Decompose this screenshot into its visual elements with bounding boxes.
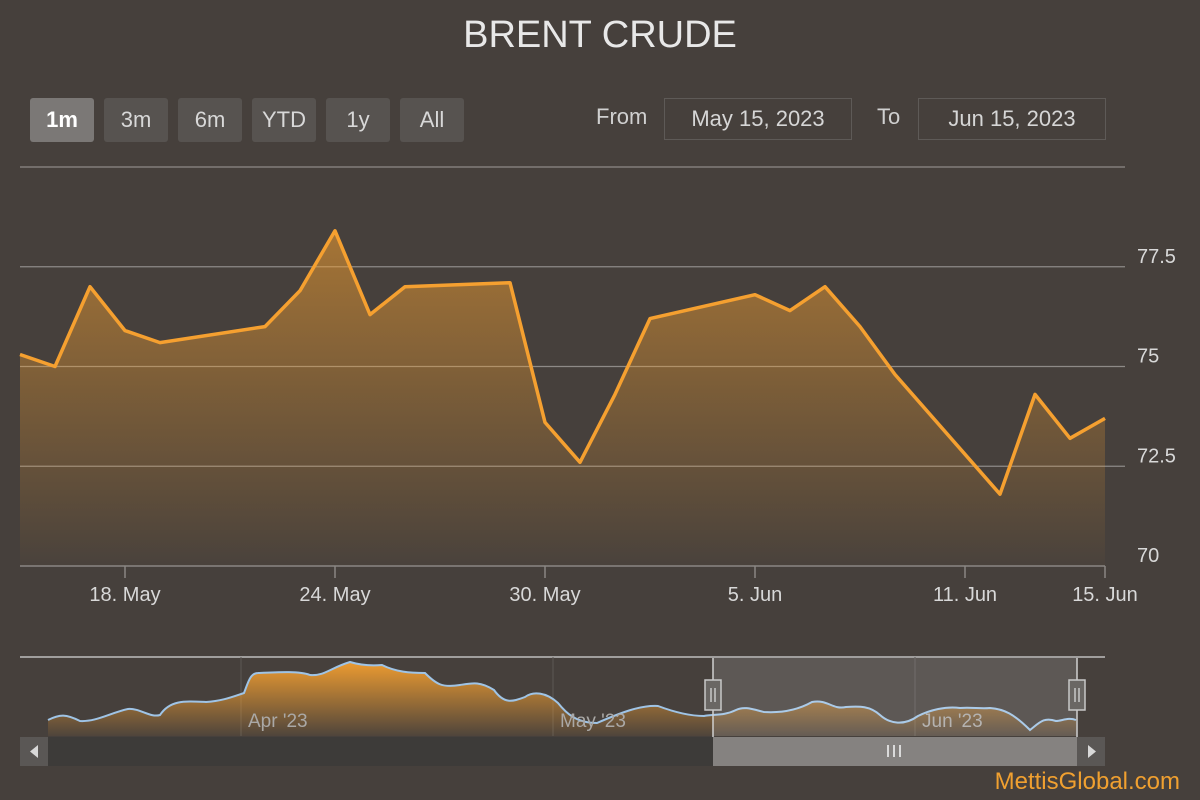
chart-title: BRENT CRUDE xyxy=(463,14,737,56)
y-tick-label: 70 xyxy=(1137,545,1159,567)
x-tick-label: 24. May xyxy=(299,584,370,606)
data-point xyxy=(752,292,758,298)
data-point xyxy=(857,324,863,330)
scrollbar[interactable] xyxy=(20,737,1105,766)
x-tick-label: 5. Jun xyxy=(728,584,782,606)
grip-icon xyxy=(887,745,901,757)
data-point xyxy=(297,288,303,294)
x-tick-label: 11. Jun xyxy=(933,584,997,606)
navigator[interactable]: Apr '23 May '23 Jun '23 xyxy=(20,656,1105,766)
data-point xyxy=(262,324,268,330)
arrow-right-icon xyxy=(1088,745,1096,758)
range-button-1m[interactable]: 1m xyxy=(30,98,94,142)
from-label: From xyxy=(596,104,648,129)
data-point xyxy=(577,459,583,465)
data-point xyxy=(367,312,373,318)
arrow-left-icon xyxy=(30,745,38,758)
range-button-1y[interactable]: 1y xyxy=(326,98,390,142)
navigator-label-apr: Apr '23 xyxy=(248,711,308,732)
y-tick-label: 77.5 xyxy=(1137,246,1176,268)
y-tick-label: 72.5 xyxy=(1137,445,1176,467)
watermark: MettisGlobal.com xyxy=(994,768,1180,795)
data-point xyxy=(122,328,128,334)
data-point xyxy=(892,371,898,377)
y-tick-label: 75 xyxy=(1137,346,1159,368)
data-point xyxy=(1032,391,1038,397)
navigator-label-may: May '23 xyxy=(560,711,626,732)
navigator-left-handle[interactable] xyxy=(704,679,722,711)
navigator-selected-range[interactable] xyxy=(713,658,1077,736)
navigator-line xyxy=(47,660,1077,732)
x-tick-label: 18. May xyxy=(89,584,160,606)
data-point xyxy=(332,228,338,234)
data-point xyxy=(87,284,93,290)
y-axis-ticks: 70 72.5 75 77.5 xyxy=(1137,246,1176,567)
data-point xyxy=(997,491,1003,497)
data-point xyxy=(507,280,513,286)
data-point xyxy=(822,284,828,290)
data-point xyxy=(787,308,793,314)
to-label: To xyxy=(877,104,901,129)
scrollbar-thumb[interactable] xyxy=(713,737,1077,766)
x-tick-label: 15. Jun xyxy=(1072,584,1138,606)
data-point xyxy=(542,419,548,425)
range-button-ytd[interactable]: YTD xyxy=(252,98,316,142)
price-line xyxy=(19,229,1106,496)
data-point xyxy=(157,340,163,346)
x-tick-label: 30. May xyxy=(509,584,580,606)
to-date-input[interactable] xyxy=(918,98,1106,140)
data-point xyxy=(1102,415,1108,421)
data-point xyxy=(1067,435,1073,441)
navigator-right-handle[interactable] xyxy=(1068,679,1086,711)
data-point xyxy=(647,316,653,322)
from-date-input[interactable] xyxy=(664,98,852,140)
data-point xyxy=(402,284,408,290)
range-button-3m[interactable]: 3m xyxy=(104,98,168,142)
navigator-area xyxy=(48,662,1076,736)
price-area xyxy=(20,230,1105,567)
data-point xyxy=(17,352,23,358)
range-button-all[interactable]: All xyxy=(400,98,464,142)
range-button-6m[interactable]: 6m xyxy=(178,98,242,142)
navigator-label-jun: Jun '23 xyxy=(922,711,983,732)
data-point xyxy=(52,364,58,370)
x-axis-ticks: 18. May 24. May 30. May 5. Jun 11. Jun 15. Ju… xyxy=(89,566,1138,606)
data-point xyxy=(612,391,618,397)
